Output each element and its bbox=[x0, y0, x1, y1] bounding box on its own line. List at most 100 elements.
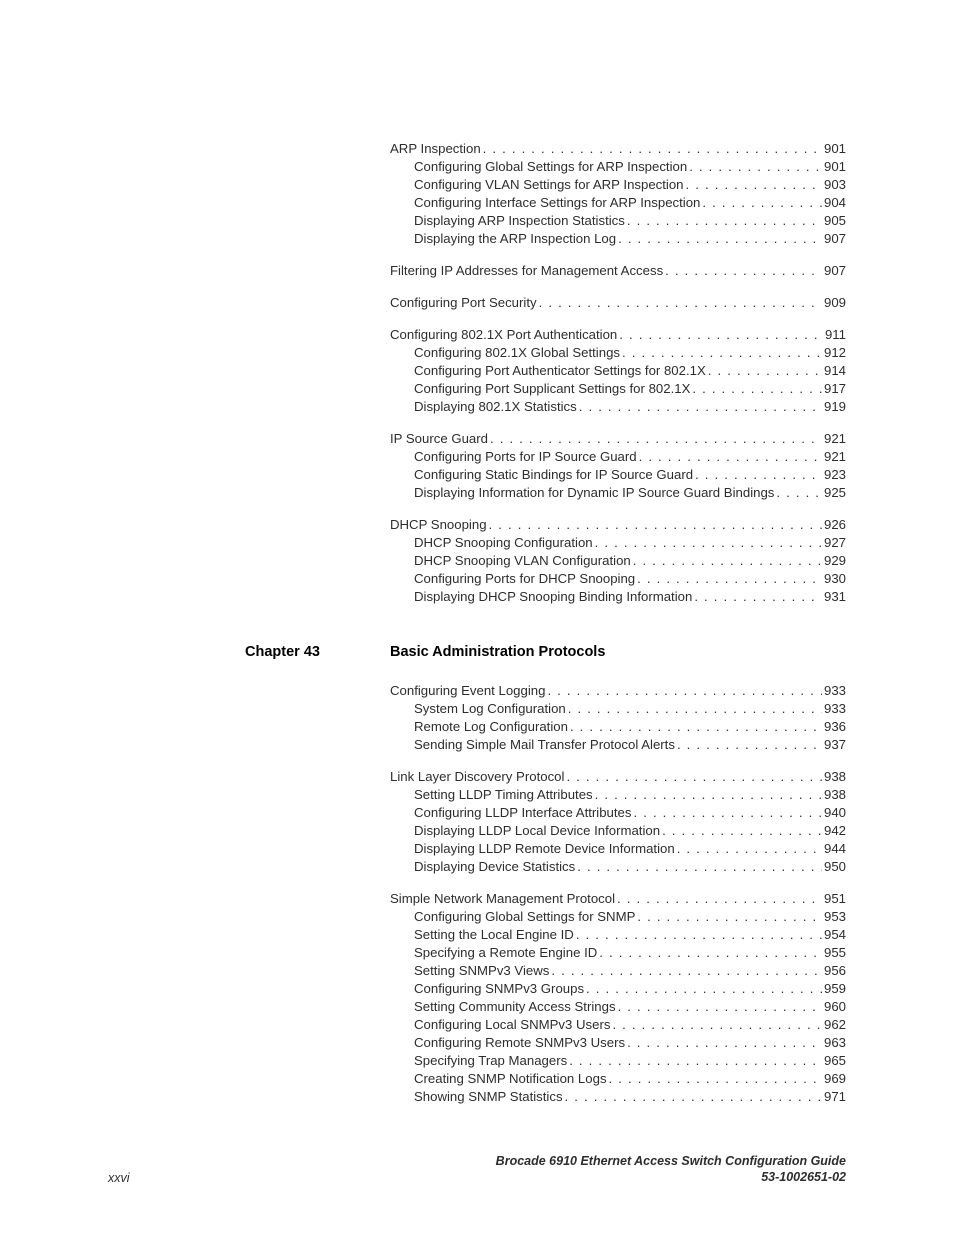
toc-entry-page: 901 bbox=[824, 158, 846, 176]
toc-leader-dots bbox=[566, 700, 824, 718]
toc-leader-dots bbox=[687, 158, 824, 176]
chapter-title: Basic Administration Protocols bbox=[390, 644, 605, 660]
toc-entry-text: Configuring VLAN Settings for ARP Inspec… bbox=[414, 176, 684, 194]
toc-entry-text: Setting LLDP Timing Attributes bbox=[414, 786, 593, 804]
toc-entry[interactable]: Sending Simple Mail Transfer Protocol Al… bbox=[390, 736, 846, 754]
toc-entry[interactable]: Displaying DHCP Snooping Binding Informa… bbox=[390, 588, 846, 606]
toc-entry-text: Configuring Global Settings for SNMP bbox=[414, 908, 635, 926]
toc-entry[interactable]: Link Layer Discovery Protocol938 bbox=[390, 768, 846, 786]
toc-entry[interactable]: Configuring Event Logging933 bbox=[390, 682, 846, 700]
toc-leader-dots bbox=[597, 944, 824, 962]
toc-entry-text: Setting SNMPv3 Views bbox=[414, 962, 549, 980]
toc-entry-page: 951 bbox=[824, 890, 846, 908]
toc-leader-dots bbox=[607, 1070, 824, 1088]
toc-group: Filtering IP Addresses for Management Ac… bbox=[390, 262, 846, 280]
toc-entry-page: 953 bbox=[824, 908, 846, 926]
toc-entry[interactable]: DHCP Snooping Configuration927 bbox=[390, 534, 846, 552]
toc-leader-dots bbox=[549, 962, 824, 980]
toc-entry-page: 911 bbox=[825, 326, 846, 344]
toc-entry-text: Displaying LLDP Local Device Information bbox=[414, 822, 660, 840]
toc-leader-dots bbox=[481, 140, 824, 158]
toc-entry-page: 903 bbox=[824, 176, 846, 194]
toc-entry[interactable]: Configuring SNMPv3 Groups959 bbox=[390, 980, 846, 998]
toc-entry-page: 919 bbox=[824, 398, 846, 416]
toc-entry-text: Configuring Global Settings for ARP Insp… bbox=[414, 158, 687, 176]
toc-entry[interactable]: Displaying LLDP Local Device Information… bbox=[390, 822, 846, 840]
toc-entry[interactable]: Filtering IP Addresses for Management Ac… bbox=[390, 262, 846, 280]
toc-entry-text: Configuring Port Supplicant Settings for… bbox=[414, 380, 690, 398]
toc-entry[interactable]: Configuring Port Security909 bbox=[390, 294, 846, 312]
toc-entry-page: 963 bbox=[824, 1034, 846, 1052]
toc-entry[interactable]: Configuring Port Authenticator Settings … bbox=[390, 362, 846, 380]
toc-entry[interactable]: Configuring Global Settings for SNMP 953 bbox=[390, 908, 846, 926]
toc-entry[interactable]: Configuring LLDP Interface Attributes940 bbox=[390, 804, 846, 822]
toc-entry[interactable]: Configuring 802.1X Global Settings912 bbox=[390, 344, 846, 362]
toc-entry[interactable]: Displaying LLDP Remote Device Informatio… bbox=[390, 840, 846, 858]
toc-entry[interactable]: ARP Inspection901 bbox=[390, 140, 846, 158]
toc-entry[interactable]: Configuring Ports for DHCP Snooping930 bbox=[390, 570, 846, 588]
toc-leader-dots bbox=[593, 534, 824, 552]
toc-leader-dots bbox=[488, 430, 824, 448]
toc-group: IP Source Guard921Configuring Ports for … bbox=[390, 430, 846, 502]
chapter-heading-row: Chapter 43 Basic Administration Protocol… bbox=[0, 644, 954, 660]
toc-group: Configuring Port Security909 bbox=[390, 294, 846, 312]
toc-leader-dots bbox=[577, 398, 824, 416]
toc-entry-page: 965 bbox=[824, 1052, 846, 1070]
toc-entry[interactable]: Simple Network Management Protocol951 bbox=[390, 890, 846, 908]
toc-entry[interactable]: Configuring Remote SNMPv3 Users963 bbox=[390, 1034, 846, 1052]
toc-entry[interactable]: Setting SNMPv3 Views956 bbox=[390, 962, 846, 980]
toc-entry[interactable]: Specifying Trap Managers965 bbox=[390, 1052, 846, 1070]
toc-entry-text: Displaying Information for Dynamic IP So… bbox=[414, 484, 774, 502]
toc-entry[interactable]: Configuring 802.1X Port Authentication91… bbox=[390, 326, 846, 344]
toc-entry-page: 933 bbox=[824, 700, 846, 718]
toc-entry-text: Filtering IP Addresses for Management Ac… bbox=[390, 262, 663, 280]
toc-entry-page: 914 bbox=[824, 362, 846, 380]
toc-leader-dots bbox=[625, 1034, 824, 1052]
toc-entry-page: 923 bbox=[824, 466, 846, 484]
toc-entry-text: Remote Log Configuration bbox=[414, 718, 568, 736]
toc-entry[interactable]: Displaying 802.1X Statistics 919 bbox=[390, 398, 846, 416]
toc-entry-page: 904 bbox=[824, 194, 846, 212]
toc-entry[interactable]: Configuring Global Settings for ARP Insp… bbox=[390, 158, 846, 176]
toc-entry[interactable]: Remote Log Configuration936 bbox=[390, 718, 846, 736]
toc-entry-page: 950 bbox=[824, 858, 846, 876]
toc-entry-page: 921 bbox=[824, 430, 846, 448]
toc-entry-page: 909 bbox=[824, 294, 846, 312]
toc-entry[interactable]: System Log Configuration933 bbox=[390, 700, 846, 718]
toc-entry[interactable]: Configuring Port Supplicant Settings for… bbox=[390, 380, 846, 398]
toc-entry[interactable]: IP Source Guard921 bbox=[390, 430, 846, 448]
toc-entry-page: 933 bbox=[824, 682, 846, 700]
toc-entry[interactable]: Configuring Ports for IP Source Guard921 bbox=[390, 448, 846, 466]
toc-entry-page: 912 bbox=[824, 344, 846, 362]
toc-leader-dots bbox=[593, 786, 824, 804]
toc-content-after: Configuring Event Logging933System Log C… bbox=[390, 682, 846, 1106]
toc-leader-dots bbox=[631, 804, 824, 822]
toc-entry[interactable]: Configuring Local SNMPv3 Users962 bbox=[390, 1016, 846, 1034]
toc-entry[interactable]: Setting LLDP Timing Attributes938 bbox=[390, 786, 846, 804]
toc-entry-page: 969 bbox=[824, 1070, 846, 1088]
toc-entry[interactable]: Configuring Static Bindings for IP Sourc… bbox=[390, 466, 846, 484]
toc-entry[interactable]: DHCP Snooping VLAN Configuration929 bbox=[390, 552, 846, 570]
toc-entry[interactable]: Setting the Local Engine ID954 bbox=[390, 926, 846, 944]
toc-leader-dots bbox=[537, 294, 824, 312]
toc-entry[interactable]: Displaying ARP Inspection Statistics905 bbox=[390, 212, 846, 230]
footer-page-number: xxvi bbox=[108, 1171, 130, 1185]
toc-entry-text: Displaying Device Statistics bbox=[414, 858, 575, 876]
toc-entry-page: 944 bbox=[824, 840, 846, 858]
toc-leader-dots bbox=[675, 840, 824, 858]
toc-entry[interactable]: Configuring VLAN Settings for ARP Inspec… bbox=[390, 176, 846, 194]
toc-leader-dots bbox=[563, 1088, 824, 1106]
toc-entry[interactable]: Displaying Device Statistics 950 bbox=[390, 858, 846, 876]
toc-entry[interactable]: Creating SNMP Notification Logs969 bbox=[390, 1070, 846, 1088]
toc-entry[interactable]: Specifying a Remote Engine ID955 bbox=[390, 944, 846, 962]
toc-entry[interactable]: Showing SNMP Statistics971 bbox=[390, 1088, 846, 1106]
toc-entry[interactable]: Displaying Information for Dynamic IP So… bbox=[390, 484, 846, 502]
toc-entry-page: 907 bbox=[824, 230, 846, 248]
toc-entry[interactable]: Configuring Interface Settings for ARP I… bbox=[390, 194, 846, 212]
toc-entry[interactable]: Displaying the ARP Inspection Log907 bbox=[390, 230, 846, 248]
toc-leader-dots bbox=[615, 890, 824, 908]
toc-entry-page: 931 bbox=[824, 588, 846, 606]
toc-entry[interactable]: DHCP Snooping926 bbox=[390, 516, 846, 534]
toc-entry[interactable]: Setting Community Access Strings960 bbox=[390, 998, 846, 1016]
toc-entry-text: Displaying 802.1X Statistics bbox=[414, 398, 577, 416]
